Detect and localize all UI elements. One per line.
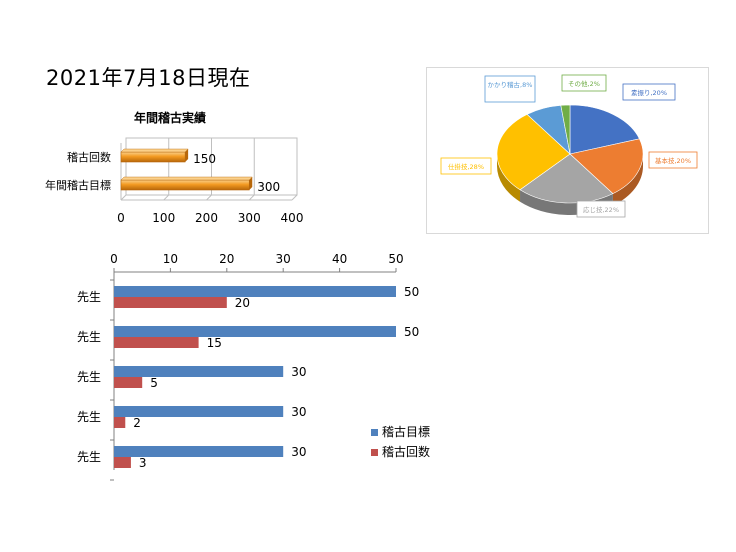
chart-title: 年間稽古実績 [134, 110, 206, 125]
data-label: 15 [207, 336, 222, 350]
legend-swatch [371, 449, 378, 456]
pie-label: 応じ技,22% [583, 205, 619, 214]
category-label: 先生 [77, 290, 101, 304]
pie-label-box [440, 157, 492, 175]
category-label: 先生 [77, 410, 101, 424]
category-label: 先生 [77, 370, 101, 384]
x-tick-label: 300 [238, 211, 261, 225]
data-label: 20 [235, 296, 250, 310]
pie-slice [519, 153, 614, 204]
pie-slice [496, 113, 571, 191]
pie-slice-side [497, 154, 521, 202]
bar-side [185, 149, 189, 162]
data-label: 2 [133, 416, 141, 430]
pie-slice [569, 138, 644, 195]
x-tick-label: 30 [276, 252, 291, 266]
practice-breakdown-pie-chart: 素振り,20% 基本技,20% 応じ技,22% 仕掛技,28% かかり稽古,8% その他,… [440, 74, 698, 218]
pie-label-box [576, 200, 626, 218]
goal-bar [114, 366, 284, 377]
pie-label-box [622, 83, 676, 101]
floor-edge [163, 194, 170, 201]
data-label: 3 [139, 456, 147, 470]
legend-label: 稽古回数 [382, 444, 430, 459]
count-bar [114, 297, 227, 308]
category-label: 年間稽古目標 [45, 178, 111, 192]
floor-edge [291, 194, 298, 201]
pie-slice [569, 104, 640, 155]
data-label: 50 [404, 285, 419, 299]
x-tick-label: 100 [152, 211, 175, 225]
legend-swatch [371, 429, 378, 436]
count-bar [114, 417, 126, 428]
goal-bar [114, 326, 396, 337]
data-label: 30 [291, 365, 306, 379]
pie-label-box [648, 151, 698, 169]
floor-edge [248, 194, 255, 201]
pie-label-box [561, 74, 607, 92]
x-tick-label: 10 [163, 252, 178, 266]
pie-label: その他,2% [568, 79, 600, 88]
data-label: 5 [150, 376, 158, 390]
page-title: 2021年7月18日現在 [46, 66, 251, 90]
goal-bar [114, 286, 396, 297]
x-tick-label: 200 [195, 211, 218, 225]
pie-label-box [484, 75, 536, 103]
pie-slice-side [612, 154, 643, 206]
bar-side [249, 177, 253, 190]
goal-bar [114, 406, 284, 417]
x-tick-label: 40 [332, 252, 347, 266]
count-bar [114, 377, 143, 388]
pie-label: かかり稽古,8% [488, 80, 533, 89]
x-tick-label: 0 [110, 252, 118, 266]
category-label: 先生 [77, 330, 101, 344]
count-bar [114, 337, 199, 348]
goal-bar [114, 446, 284, 457]
x-tick-label: 50 [388, 252, 403, 266]
data-label: 50 [404, 325, 419, 339]
x-tick-label: 400 [281, 211, 304, 225]
data-label: 150 [193, 152, 216, 166]
data-label: 30 [291, 445, 306, 459]
pie-slice [560, 104, 571, 155]
data-label: 30 [291, 405, 306, 419]
x-tick-label: 20 [219, 252, 234, 266]
data-label: 300 [257, 180, 280, 194]
practice-breakdown-pie-panel: 素振り,20% 基本技,20% 応じ技,22% 仕掛技,28% かかり稽古,8% その他,… [426, 67, 709, 234]
pie-label: 仕掛技,28% [448, 162, 484, 171]
pie-label: 基本技,20% [655, 156, 691, 165]
floor-edge [206, 194, 212, 201]
pie-label: 素振り,20% [631, 88, 667, 97]
category-label: 稽古回数 [67, 150, 111, 164]
category-label: 先生 [77, 450, 101, 464]
floor-edge [120, 194, 127, 201]
legend-label: 稽古目標 [382, 424, 430, 439]
count-bar [114, 457, 131, 468]
x-tick-label: 0 [117, 211, 125, 225]
